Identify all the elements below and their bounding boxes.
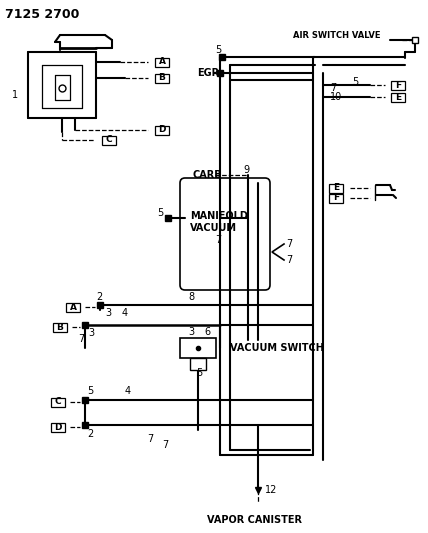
Text: 3: 3 (188, 327, 194, 337)
Text: VAPOR CANISTER: VAPOR CANISTER (208, 515, 303, 525)
Text: F: F (395, 80, 401, 90)
Bar (66, 303, 80, 311)
Bar (155, 74, 169, 83)
Text: E: E (395, 93, 401, 101)
Text: 5: 5 (352, 77, 358, 87)
Text: 7: 7 (286, 239, 292, 249)
Text: 10: 10 (330, 92, 342, 102)
Bar (391, 93, 405, 101)
Text: B: B (158, 74, 166, 83)
Text: 1: 1 (12, 90, 18, 100)
Bar (329, 183, 343, 192)
Text: C: C (106, 135, 112, 144)
Text: 12: 12 (265, 485, 277, 495)
Text: 2: 2 (96, 292, 102, 302)
Bar (329, 193, 343, 203)
Text: 7: 7 (78, 334, 84, 344)
Bar (391, 80, 405, 90)
Text: 6: 6 (204, 327, 210, 337)
Text: 2: 2 (87, 429, 93, 439)
Bar (155, 58, 169, 67)
Text: 9: 9 (243, 165, 249, 175)
Text: CARB: CARB (193, 170, 223, 180)
Text: 8: 8 (188, 292, 194, 302)
Bar (155, 125, 169, 134)
Text: D: D (54, 423, 62, 432)
Text: 5: 5 (157, 208, 163, 218)
Text: B: B (56, 322, 63, 332)
Text: AIR SWITCH VALVE: AIR SWITCH VALVE (293, 30, 380, 39)
Text: A: A (69, 303, 77, 311)
Text: 7: 7 (147, 434, 153, 444)
Text: 11: 11 (330, 195, 342, 205)
Bar (51, 423, 65, 432)
Text: 4: 4 (125, 386, 131, 396)
Bar (180, 338, 216, 358)
Text: C: C (55, 398, 61, 407)
Bar (102, 135, 116, 144)
Text: 7: 7 (330, 83, 336, 93)
Text: 5: 5 (215, 45, 221, 55)
Text: 7125 2700: 7125 2700 (5, 8, 79, 21)
Text: 3: 3 (105, 308, 111, 318)
Text: E: E (333, 183, 339, 192)
Text: D: D (158, 125, 166, 134)
Text: A: A (158, 58, 166, 67)
Text: MANIFOLD
VACUUM: MANIFOLD VACUUM (190, 211, 248, 233)
Text: 7: 7 (215, 235, 221, 245)
Text: EGR: EGR (197, 68, 219, 78)
Text: F: F (333, 193, 339, 203)
Bar (53, 322, 67, 332)
Text: 5: 5 (87, 386, 93, 396)
Text: 3: 3 (88, 328, 94, 338)
Text: VACUUM SWITCH: VACUUM SWITCH (230, 343, 324, 353)
Bar (51, 398, 65, 407)
Text: 7: 7 (286, 255, 292, 265)
Text: 7: 7 (162, 440, 168, 450)
Text: 5: 5 (196, 368, 202, 378)
Text: 4: 4 (122, 308, 128, 318)
Bar (190, 358, 206, 370)
